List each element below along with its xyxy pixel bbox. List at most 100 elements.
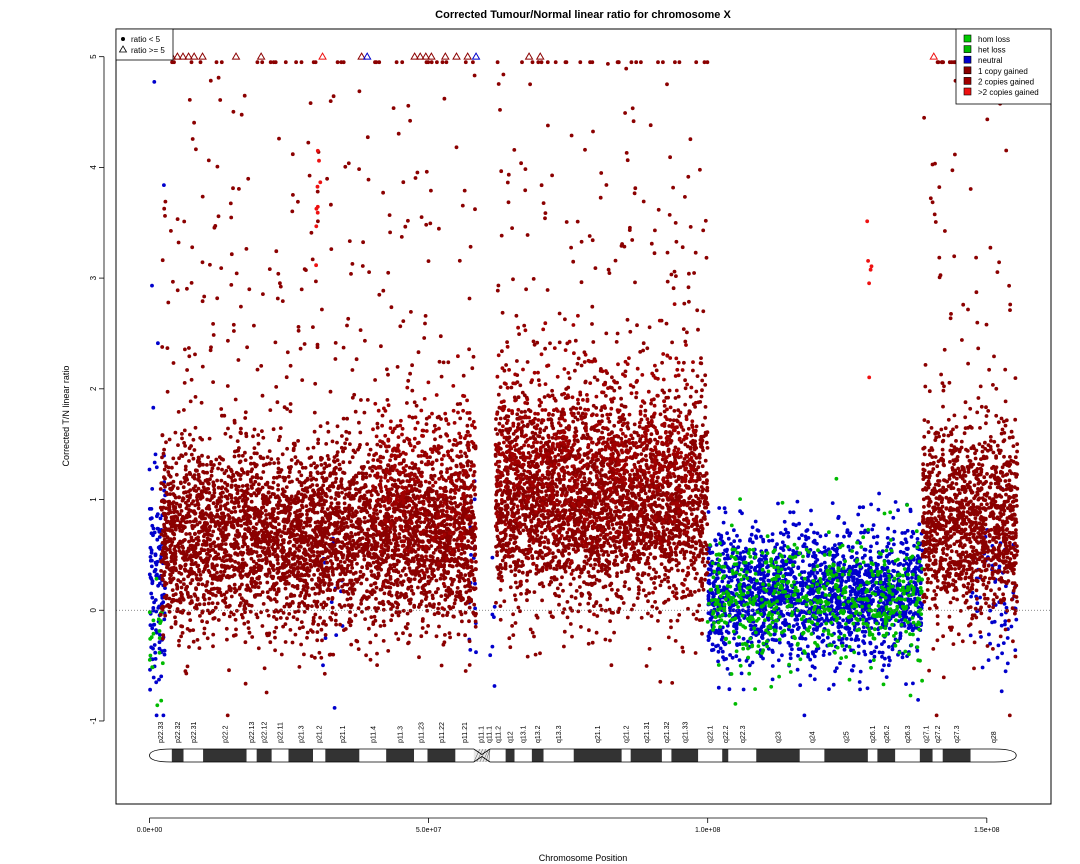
data-point — [149, 551, 154, 555]
data-point — [909, 535, 914, 539]
data-point — [755, 610, 760, 614]
data-point — [775, 599, 779, 604]
data-point — [802, 576, 807, 581]
data-point — [728, 584, 733, 589]
data-point — [190, 245, 195, 250]
data-point — [865, 686, 870, 691]
data-point — [410, 388, 415, 393]
data-point — [375, 425, 380, 430]
data-point — [329, 600, 334, 604]
data-point — [743, 641, 747, 646]
data-point — [869, 502, 873, 507]
data-point — [808, 587, 813, 592]
data-point — [293, 455, 298, 459]
data-point — [754, 578, 759, 583]
data-point — [211, 333, 216, 337]
data-point — [148, 653, 153, 658]
data-point — [800, 533, 804, 537]
data-point — [358, 328, 363, 332]
data-point — [365, 442, 369, 446]
data-point — [757, 639, 761, 644]
data-point — [801, 554, 805, 559]
data-point — [334, 622, 338, 627]
data-point — [999, 623, 1004, 628]
data-point — [876, 604, 881, 608]
data-point — [903, 537, 908, 542]
data-point — [819, 610, 823, 615]
data-point — [442, 541, 447, 546]
data-point — [219, 478, 224, 483]
data-point — [729, 554, 734, 559]
data-point — [869, 665, 873, 670]
data-point — [910, 616, 915, 620]
data-point — [842, 595, 847, 600]
data-point — [706, 567, 711, 572]
data-point — [154, 609, 159, 614]
data-point — [148, 667, 152, 672]
data-point — [795, 499, 800, 504]
data-point — [861, 617, 865, 622]
data-point — [911, 620, 916, 625]
data-point — [869, 568, 874, 573]
data-point — [151, 606, 156, 610]
data-point — [752, 598, 757, 603]
data-point — [887, 560, 891, 564]
data-point — [886, 569, 891, 573]
data-point — [181, 485, 186, 490]
data-point — [803, 534, 808, 539]
data-point — [735, 643, 740, 647]
data-point — [472, 497, 477, 502]
data-point — [467, 296, 472, 301]
data-point — [907, 593, 911, 598]
data-point — [389, 305, 394, 310]
data-point — [341, 449, 345, 454]
data-point — [261, 470, 266, 474]
data-point — [453, 501, 457, 505]
data-point — [742, 603, 747, 607]
data-point — [919, 616, 923, 621]
data-point — [409, 310, 413, 314]
data-point — [865, 588, 869, 592]
data-point — [903, 606, 908, 611]
data-point — [446, 360, 451, 365]
data-point — [148, 558, 153, 563]
data-point — [787, 662, 791, 667]
data-point — [969, 594, 973, 599]
data-point — [200, 364, 205, 369]
data-point — [783, 567, 787, 572]
data-point — [907, 652, 911, 657]
data-point — [726, 566, 731, 570]
data-point — [782, 519, 787, 524]
data-point — [891, 610, 896, 615]
data-point — [728, 653, 732, 657]
data-point — [748, 623, 753, 628]
data-point — [180, 432, 184, 436]
data-point — [326, 596, 331, 601]
data-point — [250, 475, 255, 480]
data-point — [900, 541, 905, 546]
data-point — [722, 602, 727, 607]
data-point — [807, 563, 812, 568]
data-point — [783, 623, 788, 627]
data-point — [822, 574, 827, 579]
data-point — [780, 500, 785, 505]
data-point — [835, 645, 840, 650]
data-point — [388, 230, 392, 235]
data-point — [872, 627, 877, 632]
data-point — [1009, 624, 1014, 629]
data-point — [870, 527, 875, 532]
data-point — [748, 663, 752, 668]
data-point — [171, 484, 176, 488]
data-point — [849, 637, 854, 642]
data-point — [342, 603, 347, 608]
data-point — [179, 585, 184, 590]
data-point — [791, 510, 796, 515]
data-point — [438, 486, 443, 490]
data-point — [285, 350, 290, 355]
data-point — [788, 656, 793, 661]
data-point — [278, 616, 283, 620]
data-point — [147, 467, 152, 472]
data-point — [237, 504, 241, 509]
data-point — [813, 555, 818, 560]
data-point — [799, 610, 804, 615]
